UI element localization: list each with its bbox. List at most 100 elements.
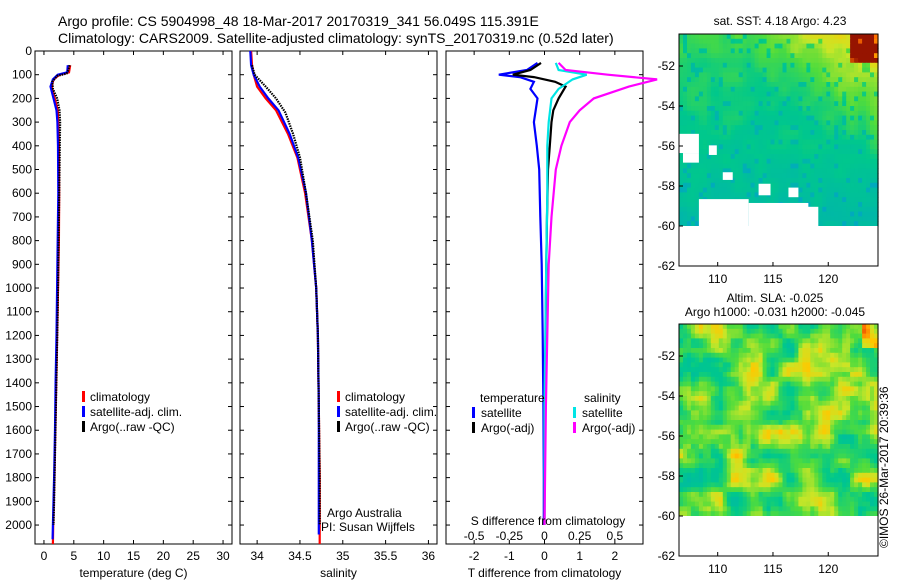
map-cell xyxy=(854,67,859,73)
map-cell xyxy=(742,182,748,189)
map-cell xyxy=(770,38,776,45)
map-cell xyxy=(774,139,780,145)
map-cell xyxy=(762,149,768,155)
map-cell xyxy=(694,487,700,493)
map-cell xyxy=(734,376,740,383)
map-cell xyxy=(698,62,704,69)
map-cell xyxy=(874,216,879,222)
map-cell xyxy=(690,178,696,184)
map-cell xyxy=(738,158,744,165)
map-cell xyxy=(838,391,843,397)
map-cell xyxy=(698,110,704,117)
map-cell xyxy=(750,415,756,421)
map-cell xyxy=(854,82,859,88)
map-cell xyxy=(874,67,879,73)
map-cell xyxy=(746,424,752,431)
map-cell xyxy=(810,324,815,330)
map-cell xyxy=(714,458,720,464)
map-cell xyxy=(834,101,839,107)
map-cell xyxy=(794,506,799,512)
map-cell xyxy=(810,48,815,54)
map-cell xyxy=(750,101,756,107)
map-cell xyxy=(726,429,732,435)
map-cell xyxy=(874,154,879,160)
map-cell xyxy=(858,115,863,121)
map-cell xyxy=(826,367,831,373)
map-cell xyxy=(862,439,867,445)
map-cell xyxy=(858,134,863,141)
map-cell xyxy=(766,343,772,349)
map-cell xyxy=(774,62,780,69)
map-cell xyxy=(754,501,760,507)
map-cell xyxy=(866,424,871,431)
map-cell xyxy=(730,82,736,88)
map-cell xyxy=(834,154,839,160)
map-cell xyxy=(742,324,748,330)
map-cell xyxy=(814,48,819,54)
map-cell xyxy=(866,439,871,445)
map-cell xyxy=(742,58,748,64)
map-cell xyxy=(806,58,811,64)
map-cell xyxy=(694,106,700,112)
map-cell xyxy=(786,391,792,397)
x-tick-label: 34.5 xyxy=(288,549,312,563)
map-cell xyxy=(830,182,835,189)
map-cell xyxy=(862,372,867,378)
map-cell xyxy=(694,506,700,512)
map-cell xyxy=(822,96,827,102)
map-cell xyxy=(742,173,748,179)
map-cell xyxy=(683,53,688,59)
map-cell xyxy=(866,338,871,344)
map-cell xyxy=(706,338,712,344)
map-cell xyxy=(826,496,831,503)
map-cell xyxy=(710,53,716,59)
map-cell xyxy=(854,206,859,213)
map-cell xyxy=(870,182,875,189)
map-cell xyxy=(822,477,827,483)
map-cell xyxy=(870,110,875,117)
map-cell xyxy=(810,72,815,78)
map-cell xyxy=(826,381,831,387)
map-cell xyxy=(826,211,831,217)
map-cell xyxy=(694,492,700,498)
map-cell xyxy=(874,58,879,64)
map-cell xyxy=(842,115,847,121)
map-cell xyxy=(810,376,815,383)
map-cell xyxy=(730,477,736,483)
x-tick-label: 0 xyxy=(41,549,48,563)
map-cell xyxy=(810,62,815,69)
map-cell xyxy=(722,62,728,69)
map-cell xyxy=(822,134,827,141)
map-cell xyxy=(738,439,744,445)
map-cell xyxy=(790,101,795,107)
map-cell xyxy=(866,62,871,69)
map-cell xyxy=(718,182,724,189)
map-cell xyxy=(830,376,835,383)
map-cell xyxy=(698,182,704,189)
map-cell xyxy=(870,496,875,503)
map-cell xyxy=(702,396,708,402)
map-cell xyxy=(826,348,831,354)
map-cell xyxy=(730,429,736,435)
map-cell xyxy=(806,192,811,198)
map-cell xyxy=(750,82,756,88)
map-cell xyxy=(706,343,712,349)
map-cell xyxy=(778,367,784,373)
map-cell xyxy=(834,163,839,169)
map-cell xyxy=(714,492,720,498)
map-cell xyxy=(794,434,799,440)
map-cell xyxy=(774,420,780,426)
map-cell xyxy=(870,343,875,349)
map-cell xyxy=(679,381,684,387)
map-cell xyxy=(702,106,708,112)
map-cell xyxy=(782,482,788,488)
map-cell xyxy=(683,415,688,421)
map-cell xyxy=(790,48,795,54)
map-cell xyxy=(762,173,768,179)
map-cell xyxy=(834,202,839,208)
map-cell xyxy=(838,115,843,121)
map-cell xyxy=(722,496,728,503)
map-cell xyxy=(690,338,696,344)
map-cell xyxy=(874,391,879,397)
map-cell xyxy=(818,192,823,198)
